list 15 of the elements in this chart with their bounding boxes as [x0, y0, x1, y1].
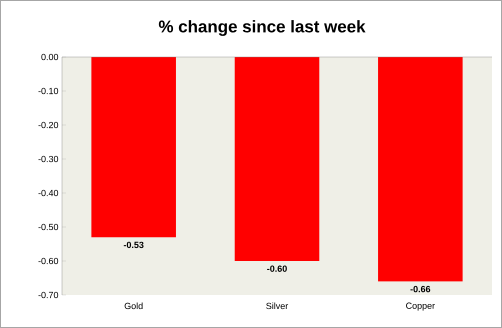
data-label: -0.60 — [267, 266, 287, 272]
y-tick-label: -0.10 — [38, 88, 58, 94]
y-tick-label: -0.50 — [38, 224, 58, 230]
chart-title: % change since last week — [158, 20, 366, 36]
y-tick-label: -0.40 — [38, 190, 58, 196]
y-tick-label: -0.60 — [38, 258, 58, 264]
data-label: -0.53 — [124, 242, 144, 248]
data-label: -0.66 — [410, 286, 430, 292]
y-tick-label: -0.20 — [38, 122, 58, 128]
y-tick-label: -0.70 — [38, 292, 58, 298]
x-tick-label: Silver — [266, 302, 288, 310]
y-tick-label: 0.00 — [41, 54, 58, 60]
x-tick-label: Copper — [406, 302, 435, 311]
x-tick-label: Gold — [124, 302, 143, 310]
y-tick-label: -0.30 — [38, 156, 58, 162]
